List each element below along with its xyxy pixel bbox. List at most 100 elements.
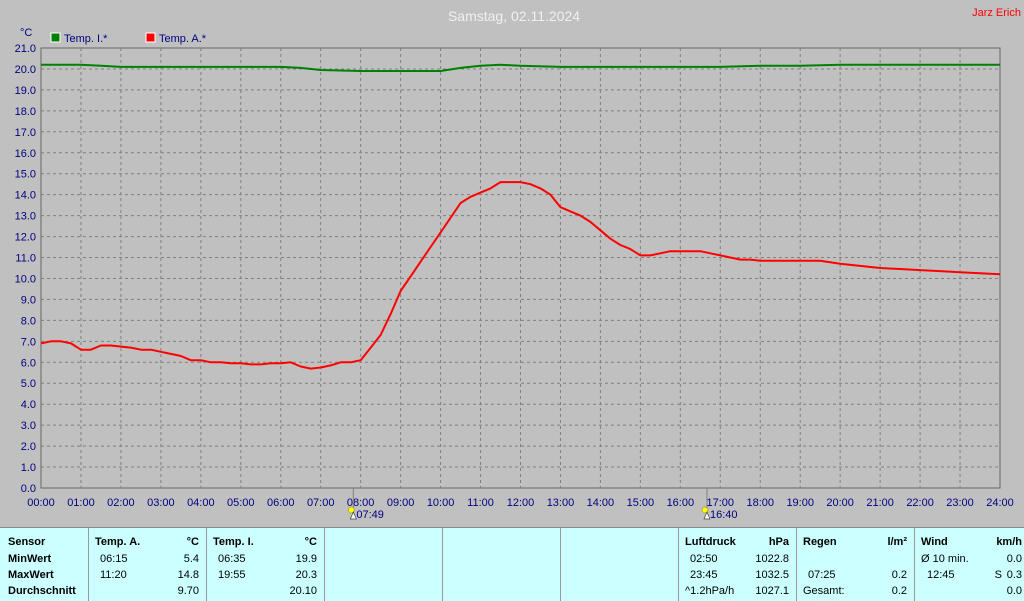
legend-label-temp-i: Temp. I.*	[64, 33, 108, 45]
x-tick-label: 21:00	[866, 497, 894, 509]
sun-arrow-icon	[349, 511, 357, 520]
y-tick-label: 21.0	[15, 43, 36, 55]
pressure-max: 1032.5	[755, 569, 789, 581]
x-tick-label: 16:00	[667, 497, 695, 509]
y-tick-label: 11.0	[15, 253, 36, 265]
x-tick-label: 00:00	[27, 497, 55, 509]
author-label: Jarz Erich	[972, 7, 1021, 19]
y-tick-label: 14.0	[15, 190, 36, 202]
y-tick-label: 8.0	[21, 315, 36, 327]
x-tick-label: 05:00	[227, 497, 255, 509]
y-tick-label: 20.0	[15, 64, 36, 76]
y-tick-label: 3.0	[21, 420, 36, 432]
y-tick-label: 17.0	[15, 127, 36, 139]
y-tick-label: 2.0	[21, 441, 36, 453]
y-unit-label: °C	[20, 27, 32, 39]
series-lines	[40, 63, 1001, 370]
sunrise-icon	[348, 506, 355, 514]
wind-max-time: 12:45	[927, 569, 955, 581]
y-tick-label: 0.0	[21, 483, 36, 495]
legend-swatch-temp-a	[145, 32, 156, 43]
rain-header: Regen	[803, 536, 837, 548]
y-tick-label: 9.0	[21, 294, 36, 306]
wind-max-dir: S	[994, 569, 1002, 581]
x-tick-label: 10:00	[427, 497, 455, 509]
wind-min: 0.0	[1006, 553, 1022, 565]
temp-a-max-time: 11:20	[100, 569, 127, 581]
x-tick-label: 22:00	[906, 497, 934, 509]
grid	[41, 48, 1000, 488]
series-line-temp-a	[40, 181, 1001, 370]
y-tick-label: 6.0	[21, 357, 36, 369]
x-tick-label: 14:00	[587, 497, 615, 509]
wind-header: Wind	[921, 536, 948, 548]
temp-a-header: Temp. A.	[95, 536, 141, 548]
legend-swatch-temp-i	[50, 32, 61, 43]
y-tick-label: 12.0	[15, 232, 36, 244]
x-tick-label: 18:00	[746, 497, 774, 509]
wind-avg: 0.0	[1006, 585, 1022, 597]
sunset-time: 16:40	[710, 509, 738, 521]
x-tick-label: 17:00	[707, 497, 735, 509]
x-tick-label: 19:00	[786, 497, 814, 509]
temp-i-min-time: 06:35	[218, 553, 246, 565]
statistics-table: Sensor MinWert MaxWert Durchschnitt Temp…	[0, 527, 1024, 601]
row-label-max: MaxWert	[8, 569, 54, 581]
temp-i-header: Temp. I.	[213, 536, 254, 548]
x-axis: 00:00 01:00 02:00 03:00 04:00 05:00 06:00 07:00…	[27, 497, 1014, 509]
x-tick-label: 03:00	[147, 497, 175, 509]
rain-total: 0.2	[891, 585, 907, 597]
y-tick-label: 16.0	[15, 148, 36, 160]
row-label-avg: Durchschnitt	[8, 585, 76, 597]
pressure-max-time: 23:45	[690, 569, 718, 581]
temp-a-min: 5.4	[183, 553, 199, 565]
y-tick-label: 10.0	[15, 273, 36, 285]
x-tick-label: 02:00	[107, 497, 135, 509]
temp-a-min-time: 06:15	[100, 553, 128, 565]
x-tick-label: 11:00	[467, 497, 494, 509]
temp-i-min: 19.9	[295, 553, 317, 565]
temperature-chart: Samstag, 02.11.2024 Jarz Erich °C Temp. …	[15, 7, 1021, 521]
x-tick-label: 13:00	[547, 497, 575, 509]
sun-arrow-icon	[703, 511, 711, 520]
temp-i-max-time: 19:55	[218, 569, 246, 581]
y-tick-label: 15.0	[15, 169, 36, 181]
x-tick-label: 01:00	[67, 497, 95, 509]
row-label-min: MinWert	[8, 553, 52, 565]
pressure-unit: hPa	[768, 536, 789, 548]
y-tick-label: 7.0	[21, 336, 36, 348]
temp-i-max: 20.3	[295, 569, 317, 581]
pressure-min: 1022.8	[755, 553, 789, 565]
sensor-header: Sensor	[8, 536, 46, 548]
x-tick-label: 24:00	[986, 497, 1014, 509]
chart-title: Samstag, 02.11.2024	[448, 8, 580, 24]
temp-i-unit: °C	[304, 536, 317, 548]
pressure-header: Luftdruck	[685, 536, 736, 548]
temp-a-max: 14.8	[177, 569, 199, 581]
x-tick-label: 23:00	[946, 497, 974, 509]
wind-avg-label: Ø 10 min.	[921, 553, 969, 565]
rain-total-label: Gesamt:	[803, 585, 845, 597]
y-axis: 0.0 1.0 2.0 3.0 4.0 5.0 6.0 7.0 8.0 9.0 10.0 11.0 12…	[15, 43, 36, 495]
y-tick-label: 4.0	[21, 399, 36, 411]
wind-max: 0.3	[1006, 569, 1022, 581]
pressure-min-time: 02:50	[690, 553, 718, 565]
sunset-icon	[701, 506, 709, 514]
rain-max: 0.2	[891, 569, 907, 581]
y-tick-label: 13.0	[15, 211, 36, 223]
x-tick-label: 12:00	[507, 497, 535, 509]
y-tick-label: 18.0	[15, 106, 36, 118]
series-line-temp-i	[41, 63, 1000, 72]
x-tick-label: 20:00	[826, 497, 854, 509]
y-tick-label: 1.0	[21, 462, 36, 474]
sunrise-time: 07:49	[356, 509, 384, 521]
x-tick-label: 15:00	[627, 497, 655, 509]
y-tick-label: 19.0	[15, 85, 36, 97]
y-tick-label: 5.0	[21, 378, 36, 390]
x-tick-label: 07:00	[307, 497, 335, 509]
legend-label-temp-a: Temp. A.*	[159, 33, 207, 45]
rain-max-time: 07:25	[808, 569, 836, 581]
wind-unit: km/h	[996, 536, 1022, 548]
sun-markers: 07:49 16:40	[348, 488, 738, 521]
pressure-trend: ^1.2hPa/h	[685, 585, 735, 597]
